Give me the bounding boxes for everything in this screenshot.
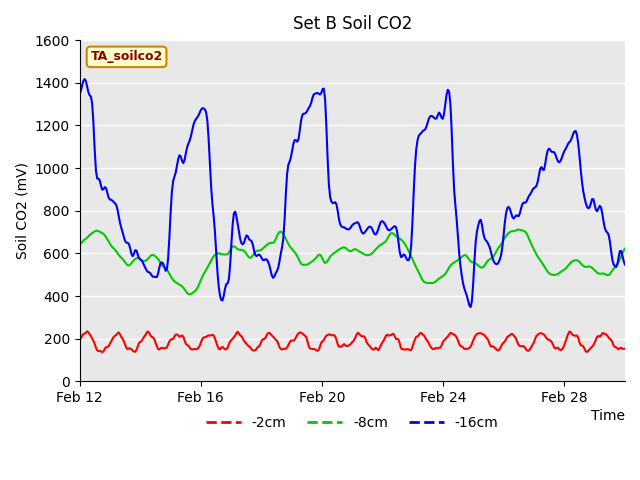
-2cm (621, 346, 629, 351)
-16cm (118, 229, 126, 235)
-16cm (76, 92, 83, 97)
Legend: -2cm, -8cm, -16cm: -2cm, -8cm, -16cm (200, 411, 504, 436)
Title: Set B Soil CO2: Set B Soil CO2 (292, 15, 412, 33)
-16cm (467, 304, 474, 310)
-8cm (515, 227, 522, 232)
X-axis label: Time: Time (591, 409, 625, 423)
-8cm (578, 262, 586, 267)
-8cm (394, 234, 401, 240)
-2cm (120, 338, 127, 344)
-8cm (497, 241, 505, 247)
Text: TA_soilco2: TA_soilco2 (90, 50, 163, 63)
-16cm (499, 245, 506, 251)
-2cm (578, 343, 586, 348)
-2cm (76, 337, 83, 343)
-2cm (395, 336, 403, 342)
-16cm (578, 179, 586, 185)
-2cm (99, 349, 106, 355)
-16cm (621, 262, 629, 267)
Line: -16cm: -16cm (79, 79, 625, 307)
-2cm (499, 341, 506, 347)
Line: -8cm: -8cm (79, 229, 625, 294)
-8cm (186, 291, 193, 297)
-2cm (510, 333, 518, 338)
-8cm (118, 255, 125, 261)
-16cm (81, 76, 88, 82)
-8cm (456, 256, 463, 262)
-16cm (394, 229, 401, 235)
-16cm (510, 216, 518, 221)
-16cm (456, 251, 463, 256)
-2cm (83, 328, 91, 334)
Line: -2cm: -2cm (79, 331, 625, 352)
-8cm (76, 242, 83, 248)
Y-axis label: Soil CO2 (mV): Soil CO2 (mV) (15, 162, 29, 259)
-8cm (621, 246, 629, 252)
-2cm (456, 343, 464, 349)
-8cm (509, 228, 516, 234)
